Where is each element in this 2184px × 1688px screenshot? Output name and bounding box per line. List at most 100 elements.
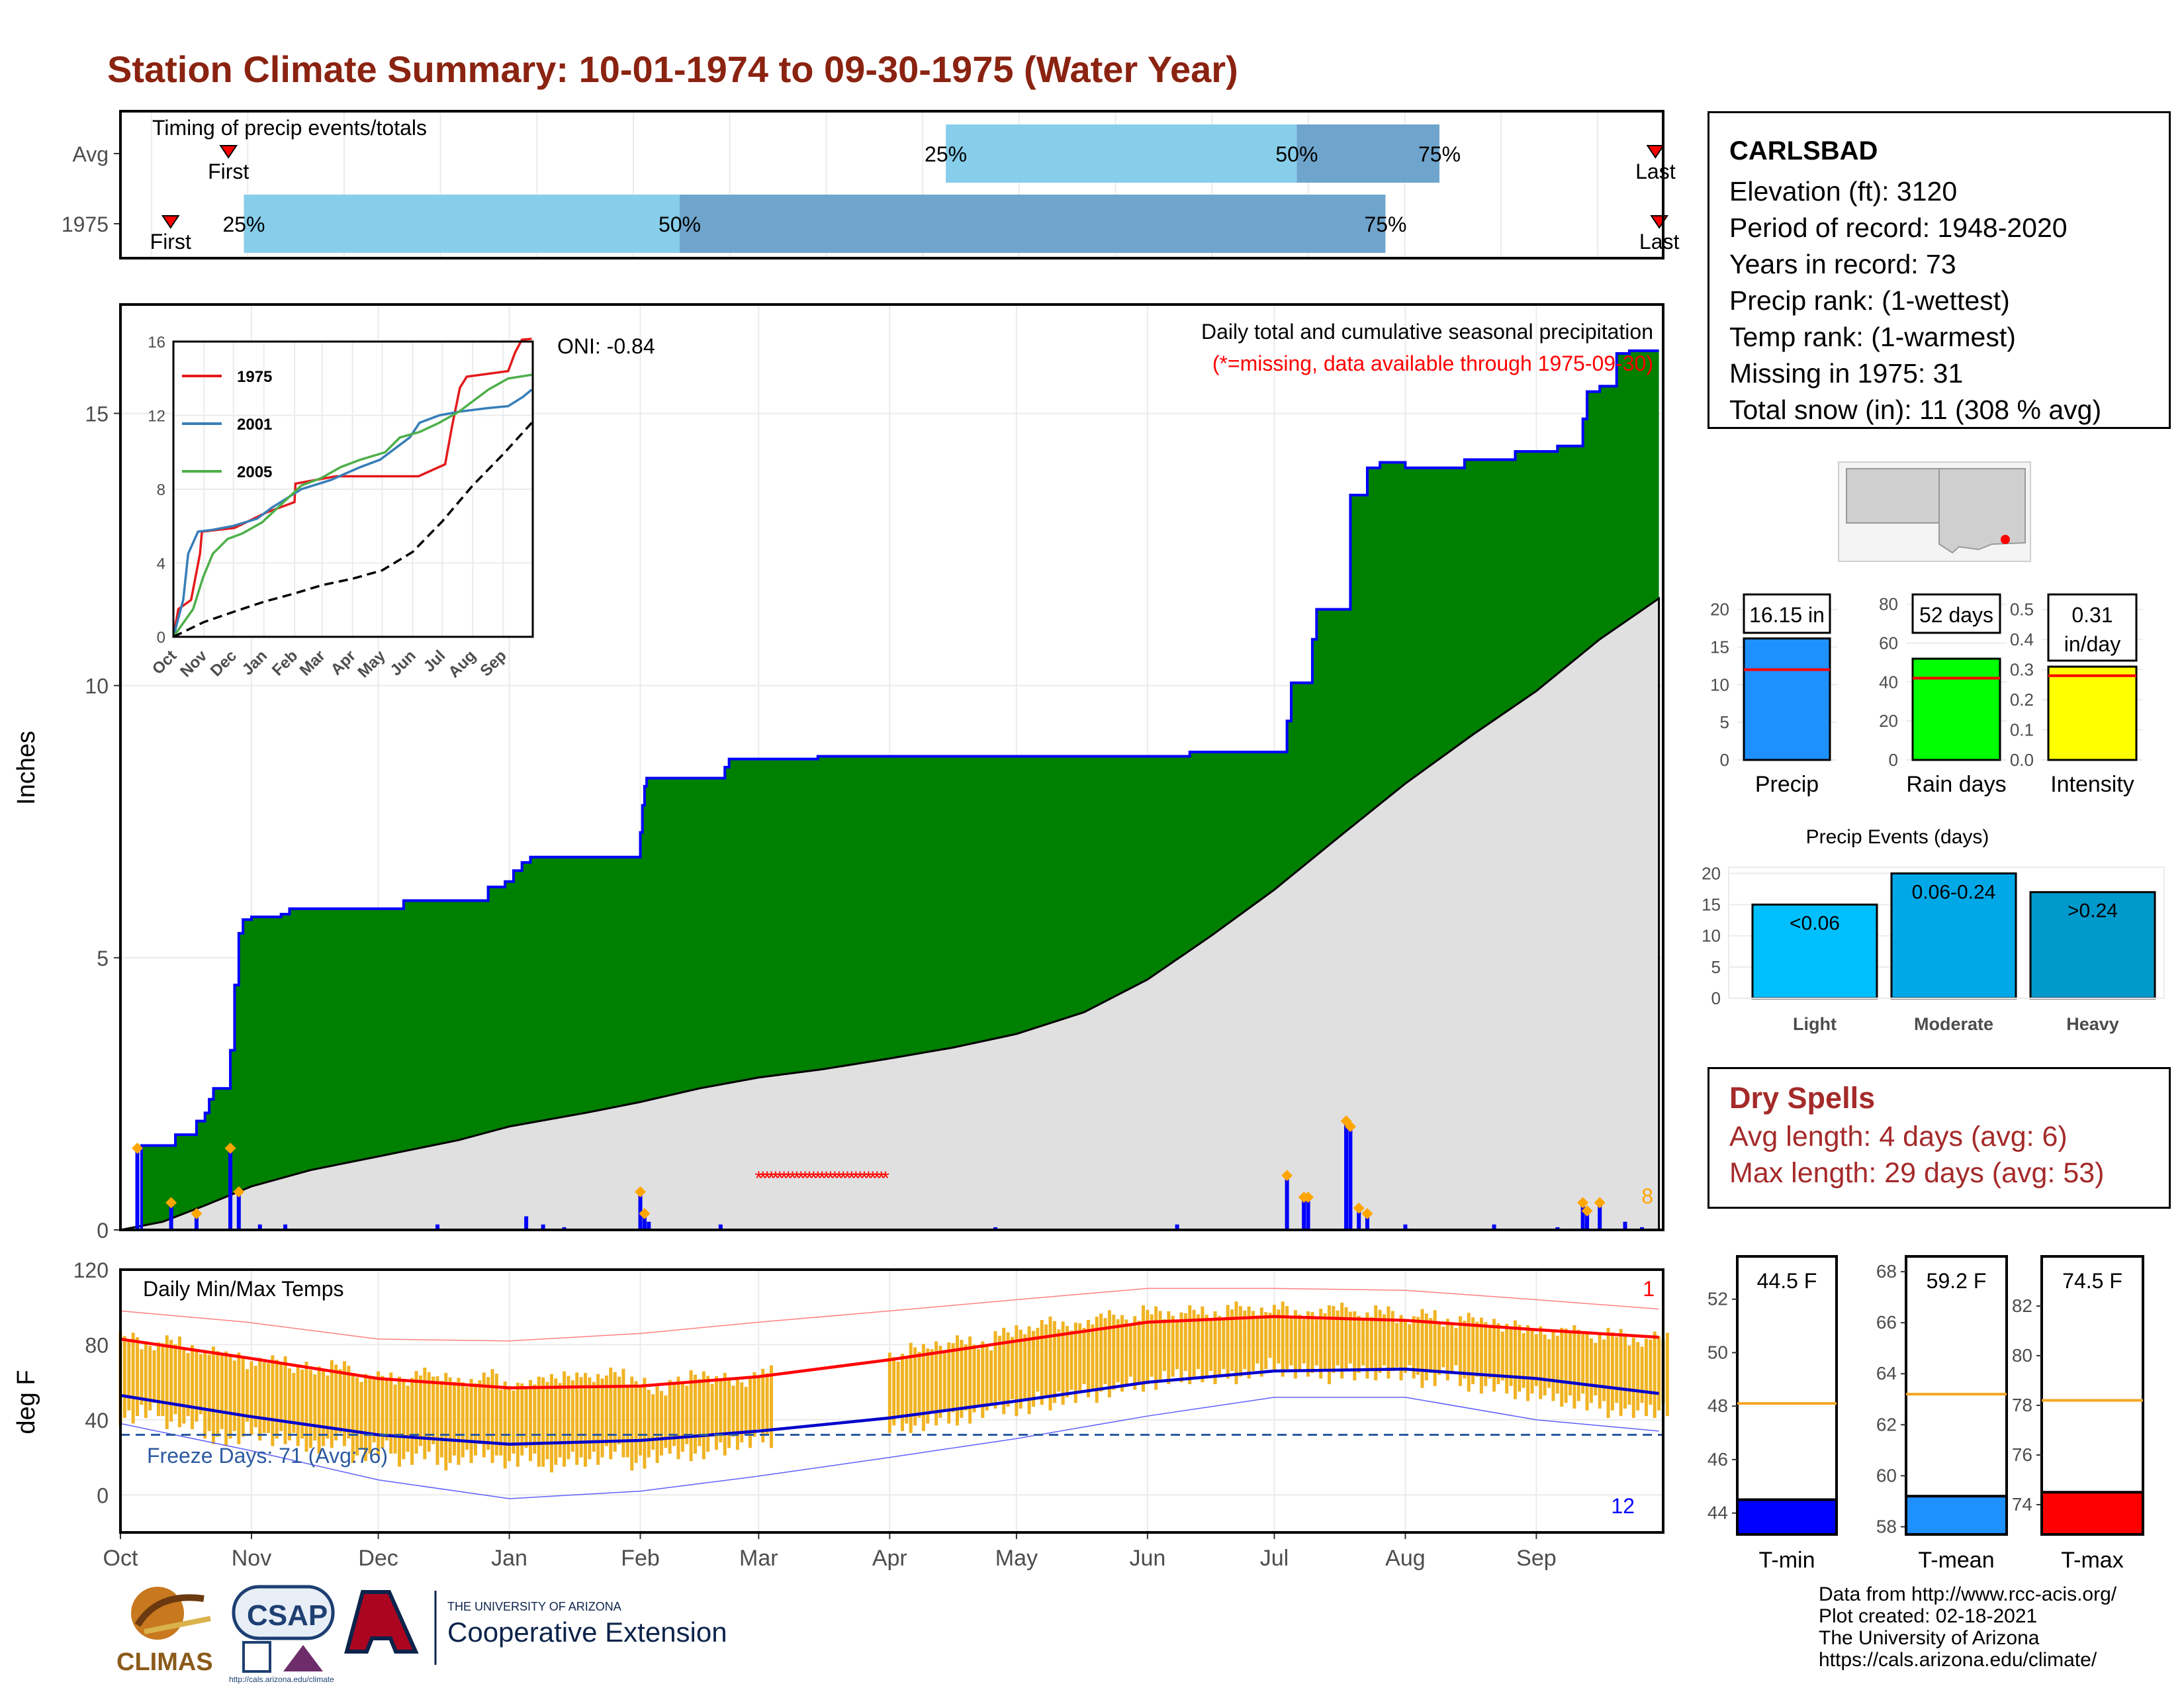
temp-summary-y-tick: 44 [1707, 1503, 1728, 1523]
precip-chart: 051015*******************************8Da… [13, 303, 1664, 1243]
temp-summary-category: T-max [2061, 1548, 2123, 1573]
daily-temp-bar [968, 1336, 972, 1424]
station-years: Years in record: 73 [1729, 249, 1956, 279]
daily-temp-bar [659, 1391, 663, 1456]
daily-temp-bar [909, 1342, 913, 1433]
daily-temp-bar [177, 1336, 181, 1428]
daily-precip-bar [169, 1202, 173, 1230]
daily-temp-bar [368, 1378, 372, 1454]
temps-y-tick-label: 120 [73, 1258, 109, 1282]
daily-temp-bar [448, 1377, 452, 1464]
daily-temp-bar [1095, 1316, 1099, 1403]
precip-border [119, 303, 1664, 1231]
daily-temp-bar [1327, 1305, 1331, 1384]
footer-line: Data from http://www.rcc-acis.org/ [1819, 1583, 2117, 1605]
precip-events-category: Heavy [2066, 1014, 2119, 1034]
csap-url: http://cals.arizona.edu/climate [229, 1675, 334, 1684]
daily-temp-bar [482, 1372, 486, 1458]
daily-temp-bar [1066, 1326, 1069, 1397]
temp-summary-bar [1736, 1498, 1838, 1536]
daily-precip-marker [635, 1186, 647, 1197]
temp-summary-bar [2040, 1491, 2144, 1536]
daily-temp-bar [997, 1335, 1001, 1401]
daily-precip-bar [1348, 1126, 1353, 1230]
daily-temp-bar [1052, 1321, 1056, 1403]
missing-data-marker: * [844, 1168, 852, 1190]
daily-precip-bar [1344, 1121, 1349, 1230]
daily-temp-bar [432, 1376, 435, 1444]
summary-bar-label-box [1911, 593, 2001, 634]
daily-temp-bar [1281, 1301, 1285, 1377]
daily-precip-marker [1281, 1170, 1293, 1182]
freeze-days-label: Freeze Days: 71 (Avg:76) [147, 1444, 388, 1468]
daily-temp-bar [634, 1381, 638, 1464]
temp-summary-value: 44.5 F [1757, 1269, 1817, 1293]
daily-temp-bar [1424, 1313, 1428, 1381]
daily-temp-bar [926, 1348, 930, 1424]
daily-precip-bar [435, 1224, 439, 1230]
temp-summary-y-tick: 48 [1707, 1395, 1728, 1416]
climas-logo-text: CLIMAS [116, 1648, 213, 1676]
daily-temp-bar [1057, 1329, 1061, 1392]
precip-events-y-tick: 5 [1711, 957, 1721, 977]
missing-data-marker: * [810, 1168, 818, 1190]
daily-temp-bar [191, 1344, 195, 1430]
daily-temp-bar [668, 1380, 672, 1454]
daily-temp-bar [486, 1377, 490, 1450]
temp-summary-value: 59.2 F [1927, 1269, 1987, 1293]
daily-precip-bar [1555, 1227, 1560, 1230]
daily-temp-bar [512, 1390, 516, 1454]
inset-series-line [173, 422, 533, 638]
timing-title: Timing of precip events/totals [152, 116, 427, 140]
daily-temp-bar [1340, 1302, 1344, 1379]
daily-temp-bar [322, 1371, 326, 1446]
dry-spells-avg: Avg length: 4 days (avg: 6) [1729, 1121, 2068, 1152]
daily-temp-bar [592, 1382, 596, 1452]
daily-precip-bar [1492, 1224, 1496, 1230]
daily-temp-bar [985, 1346, 989, 1411]
daily-temp-bar [1036, 1327, 1040, 1392]
daily-temp-bar [1272, 1305, 1276, 1372]
daily-precip-bar [1357, 1208, 1361, 1230]
daily-temp-bar [964, 1344, 968, 1411]
temp-summary-value: 74.5 F [2062, 1269, 2122, 1293]
daily-precip-bar [638, 1192, 643, 1230]
daily-temp-bar [165, 1335, 169, 1430]
summary-bar-y-tick: 0 [1720, 750, 1729, 770]
daily-temp-bar [1395, 1323, 1399, 1368]
daily-temp-bar [473, 1383, 477, 1456]
daily-precip-bar [1175, 1224, 1179, 1230]
daily-temp-bar [308, 1370, 312, 1448]
missing-data-marker: * [852, 1168, 860, 1190]
dry-spells-max: Max length: 29 days (avg: 53) [1729, 1157, 2105, 1189]
daily-temp-bar [1454, 1327, 1458, 1366]
inset-series-line [172, 373, 532, 638]
summary-bar-value: 52 days [1919, 603, 1993, 627]
inset-y-tick-label: 8 [157, 481, 165, 499]
daily-precip-bar [1585, 1211, 1590, 1230]
inset-legend-label: 1975 [237, 368, 272, 386]
daily-temp-bar [752, 1372, 756, 1437]
ua-big-text: Cooperative Extension [447, 1617, 727, 1648]
daily-temp-bar [1344, 1307, 1348, 1372]
timing-marker [219, 145, 238, 159]
cumulative-precip-line [120, 349, 1659, 1231]
daily-temp-bar [1217, 1315, 1221, 1377]
summary-bar-y-tick: 60 [1879, 633, 1898, 653]
daily-temp-bar [203, 1350, 207, 1439]
precip-y-tick-label: 0 [97, 1219, 109, 1243]
daily-temp-bar [672, 1384, 676, 1446]
daily-temp-bar [1569, 1333, 1572, 1395]
daily-temp-bar [694, 1374, 698, 1454]
daily-temp-bar [1255, 1315, 1259, 1364]
temp-summary-y-tick: 74 [2012, 1494, 2032, 1515]
timing-marker-label: Last [1635, 160, 1676, 183]
precip-y-tick-label: 5 [97, 947, 109, 970]
summary-bar-label-box [1743, 593, 1831, 634]
missing-data-marker: * [793, 1168, 801, 1190]
daily-temp-bar [414, 1371, 418, 1454]
daily-precip-bar [642, 1213, 647, 1230]
summary-bar-y-tick: 0.5 [2010, 600, 2034, 620]
month-tick-label: Jan [491, 1546, 527, 1571]
daily-temp-bar [186, 1352, 190, 1417]
